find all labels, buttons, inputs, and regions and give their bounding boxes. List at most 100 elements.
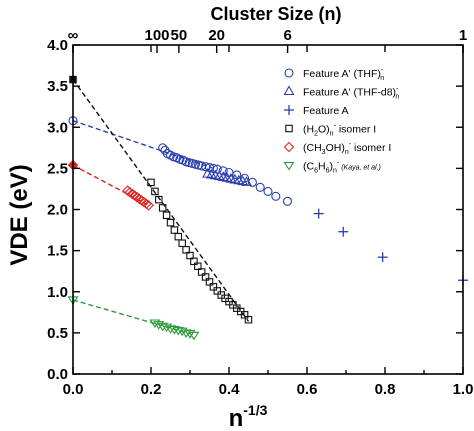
y-tick-label: 3.5 [47,78,68,95]
axis-ticks: 0.0 0.2 0.4 0.6 0.8 1.0 0.0 0.5 1.0 1.5 2.0 2.5 3.0 3… [47,27,473,398]
legend-label-part: n [330,131,334,138]
legend-marker [284,68,294,78]
top-tick-label: 50 [171,27,188,44]
data-point [205,278,214,286]
legend-label: (CH3OH)n- isomer I [303,141,391,156]
x-axis-title: n-1/3 [229,402,268,431]
data-point [201,273,210,281]
top-tick-label: 100 [144,27,169,44]
legend-label-part: Feature A [303,105,349,117]
data-point [247,177,257,187]
legend-label: Feature A [303,105,349,117]
y-tick-label: 0.0 [47,366,68,383]
data-point [161,323,173,333]
series-5 [67,296,200,341]
data-point [313,208,324,219]
legend-marker [285,124,293,133]
data-point [240,311,249,319]
data-point [282,196,293,206]
data-point [197,268,206,276]
legend-entry: (C6H6)n- (Kaya, et al.) [283,160,381,175]
legend-label-part: H [318,161,326,173]
x-tick-label: 0.4 [219,381,241,398]
data-point [184,330,196,339]
data-point [190,257,198,266]
y-tick-label: 2.0 [47,202,68,219]
plot-frame [72,44,464,375]
fit-line [72,79,250,322]
top-axis-title: Cluster Size (n) [210,4,341,24]
x-tick-label: 0.2 [141,381,162,398]
legend-entry: (CH3OH)n- isomer I [283,141,391,156]
legend-entry: (H2O)n- isomer I [285,123,376,138]
data-point [188,331,200,341]
series-2 [313,208,468,286]
data-point [209,283,218,291]
legend-label-part: (C [303,161,314,173]
legend-label-part: - [337,160,340,167]
data-point [157,322,169,332]
legend-marker [283,85,295,96]
y-tick-label: 2.5 [47,160,68,177]
y-tick-label: 0.5 [47,325,68,342]
data-point [168,326,180,335]
legend-label-part: isomer I [351,142,391,154]
x-tick-label: 0.8 [375,381,396,398]
x-axis-title-exponent: -1/3 [243,402,267,418]
legend-label-part: 3 [322,149,326,156]
data-point [180,329,192,338]
x-tick-label: 0.6 [297,381,318,398]
y-tick-label: 1.0 [47,284,68,301]
top-tick-label: ∞ [68,27,79,44]
data-point [241,176,252,186]
data-point [182,246,190,254]
legend-label-part: 2 [314,131,318,138]
legend-label-part: - [381,67,384,74]
legend-label-part: - [334,123,337,130]
legend-label-part: n [395,94,399,101]
y-axis-title: VDE (eV) [6,164,33,265]
legend-label-part: (CH [303,142,322,154]
legend-label-part: Feature A' (THF-d8) [303,87,396,99]
data-point [162,211,171,220]
data-point [213,287,222,295]
data-point [149,319,161,329]
data-point [166,218,175,227]
data-point [164,325,177,334]
legend-label-part: O) [318,124,330,136]
top-tick-label: 6 [283,27,291,44]
legend-label: Feature A' (THF)-n [303,67,384,82]
series-1 [202,168,252,186]
data-point [176,327,188,337]
y-tick-label: 1.5 [47,243,68,260]
legend-label-part: 6 [326,168,330,175]
legend-label-part: 6 [314,168,318,175]
legend-label: Feature A' (THF-d8)-n [303,86,399,101]
data-point [151,187,159,196]
legend-marker [284,105,294,115]
data-point [244,315,253,324]
x-axis-title-base: n [229,405,244,431]
legend-label: (C6H6)n- (Kaya, et al.) [303,160,381,175]
top-tick-label: 1 [459,27,467,44]
data-point [170,226,179,234]
legend-label-part: n [380,75,384,82]
data-point [147,178,155,187]
data-point [172,326,184,336]
data-point [186,251,194,260]
data-point [377,252,388,263]
data-point [338,226,349,237]
data-point [271,191,281,201]
series-0 [158,143,293,206]
data-point [255,182,265,192]
data-point [194,262,202,271]
data-point [158,204,167,212]
data-point [174,232,183,241]
legend-label-part: - [349,141,352,148]
data-point [155,195,163,204]
x-tick-label: 0.0 [63,381,84,398]
data-point [153,321,165,330]
